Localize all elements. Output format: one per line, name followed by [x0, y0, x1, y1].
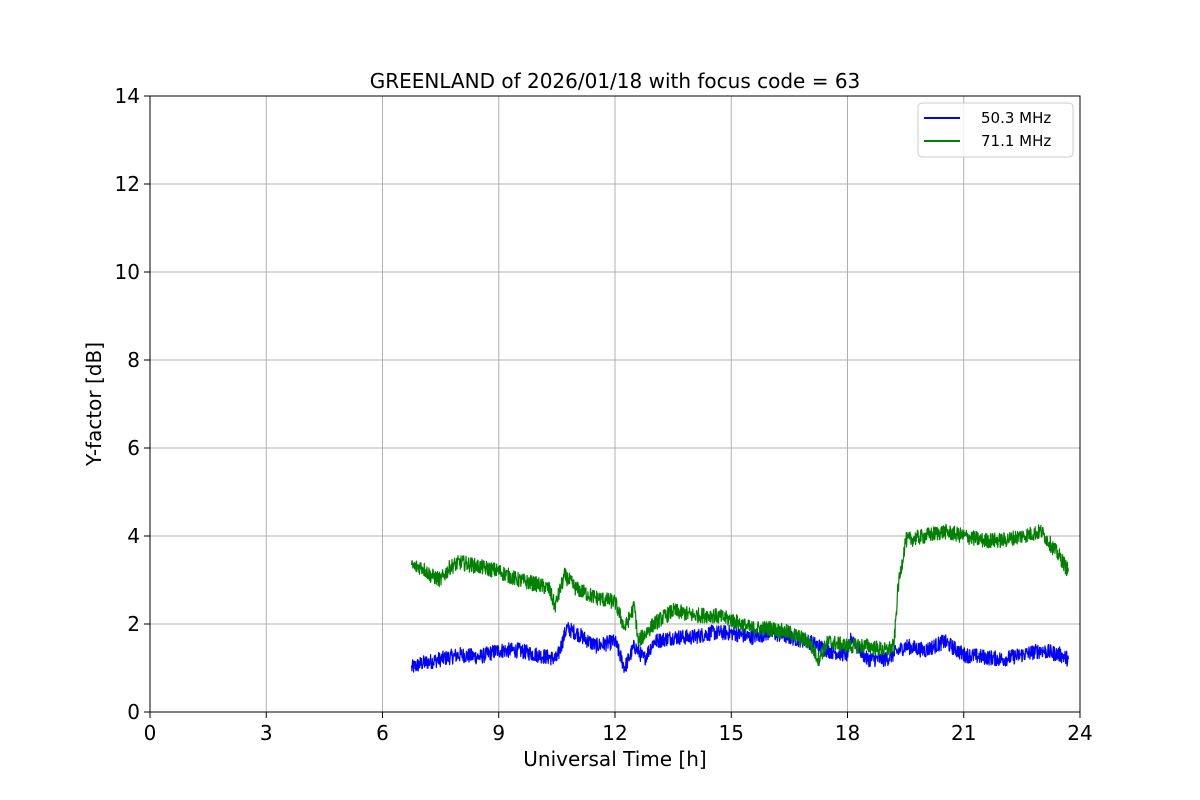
series-line-71-1-mhz	[411, 523, 1069, 667]
y-axis-label: Y-factor [dB]	[82, 342, 106, 467]
y-tick-label: 0	[127, 700, 140, 724]
x-tick-label: 21	[951, 721, 976, 745]
x-tick-label: 0	[144, 721, 157, 745]
x-tick-label: 15	[719, 721, 744, 745]
x-tick-label: 24	[1067, 721, 1092, 745]
x-axis-label: Universal Time [h]	[523, 747, 706, 771]
y-tick-label: 8	[127, 348, 140, 372]
series-line-50-3-mhz	[411, 621, 1069, 674]
x-tick-label: 3	[260, 721, 273, 745]
y-tick-label: 6	[127, 436, 140, 460]
y-tick-label: 4	[127, 524, 140, 548]
x-tick-label: 12	[602, 721, 627, 745]
series-layer	[411, 523, 1069, 674]
y-tick-label: 14	[115, 84, 140, 108]
x-tick-label: 6	[376, 721, 389, 745]
y-tick-label: 12	[115, 172, 140, 196]
y-tick-label: 10	[115, 260, 140, 284]
legend-label-50-3-mhz: 50.3 MHz	[981, 109, 1051, 127]
chart-title: GREENLAND of 2026/01/18 with focus code …	[370, 69, 861, 93]
x-tick-label: 18	[835, 721, 860, 745]
x-tick-label: 9	[492, 721, 505, 745]
y-tick-label: 2	[127, 612, 140, 636]
legend-label-71-1-mhz: 71.1 MHz	[981, 132, 1051, 150]
legend-box	[917, 102, 1074, 158]
legend: 50.3 MHz 71.1 MHz	[917, 102, 1074, 158]
